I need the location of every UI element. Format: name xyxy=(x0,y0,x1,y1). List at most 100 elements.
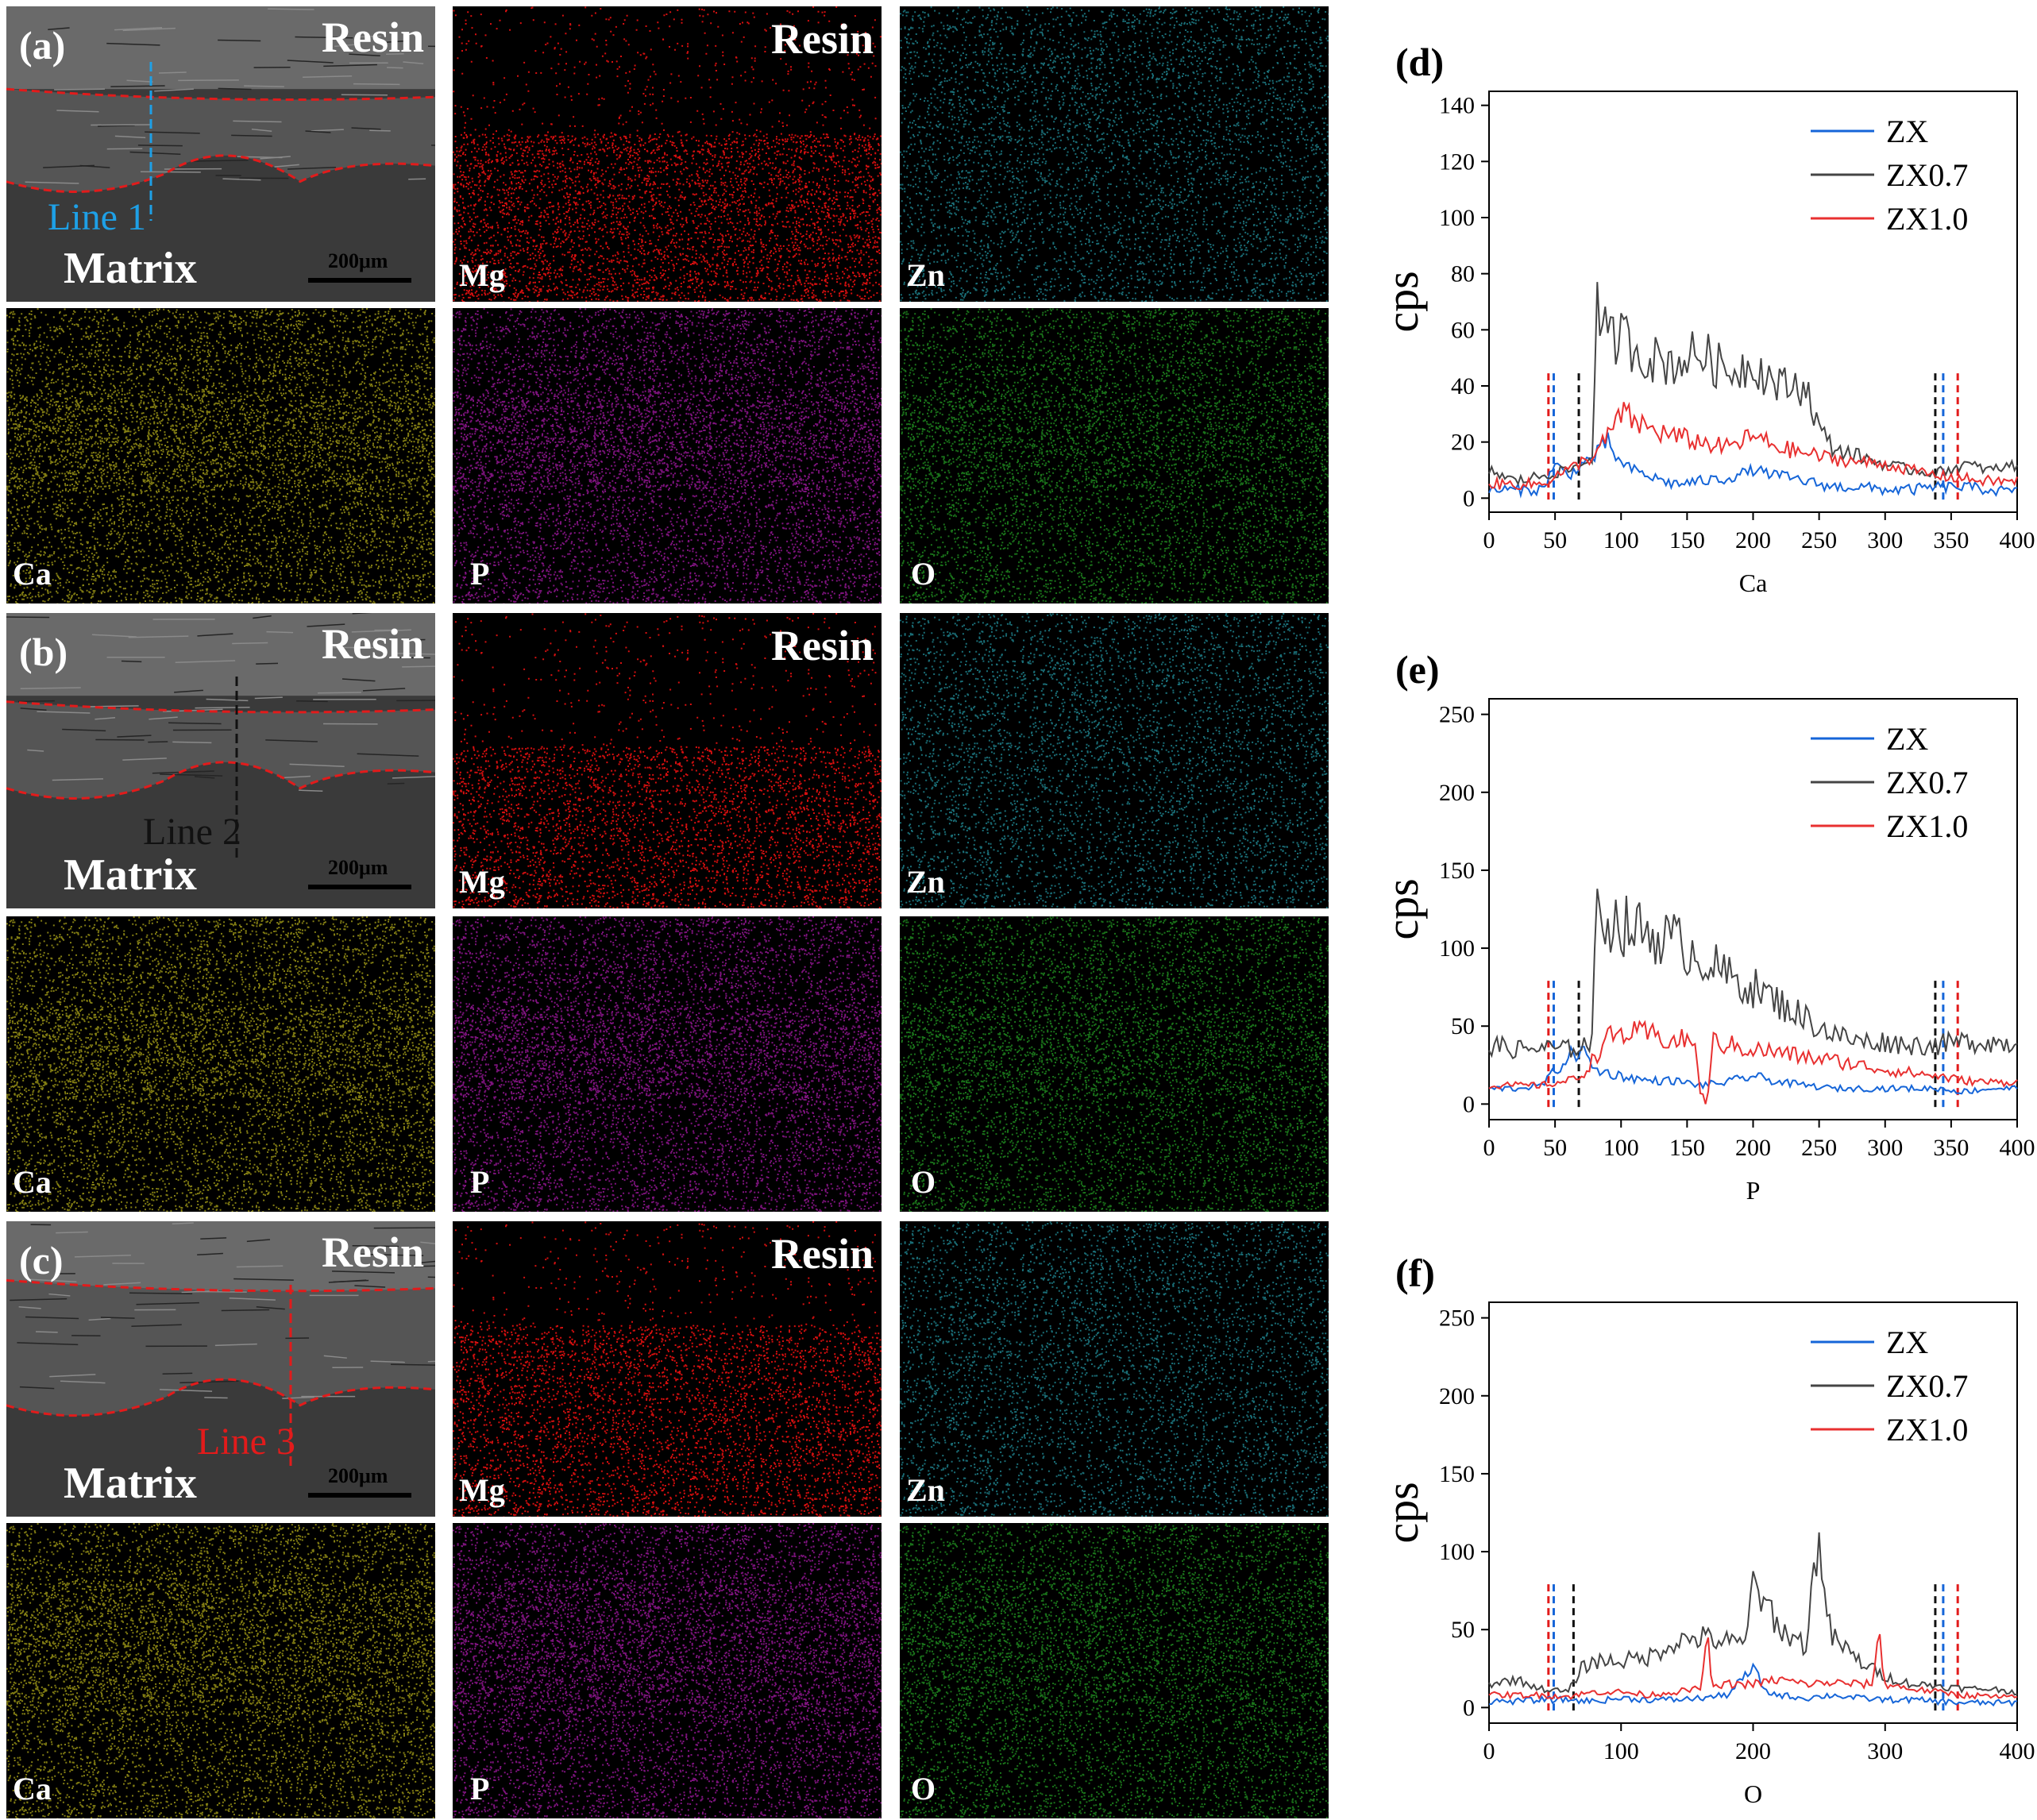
x-tick-label: 300 xyxy=(1867,1135,1903,1161)
noise-layer xyxy=(900,916,1329,1212)
x-tick-label: 150 xyxy=(1669,1135,1705,1161)
series-line-zx xyxy=(1489,433,2017,495)
x-tick-label: 400 xyxy=(2000,1738,2035,1764)
noise-layer xyxy=(453,1523,882,1818)
noise-layer xyxy=(6,916,435,1212)
panel-letter: (b) xyxy=(19,629,68,675)
y-tick-label: 100 xyxy=(1439,205,1475,231)
resin-label: Resin xyxy=(771,14,874,64)
resin-label: Resin xyxy=(771,1229,874,1278)
y-tick-label: 80 xyxy=(1451,261,1475,287)
x-tick-label: 100 xyxy=(1603,527,1639,553)
element-label: P xyxy=(470,555,489,592)
scale-label: 200μm xyxy=(328,1464,388,1488)
sem-tile: (a) Resin Matrix 200μm Line 1 xyxy=(6,6,435,302)
legend-label: ZX1.0 xyxy=(1886,1412,1968,1448)
element-label: Zn xyxy=(906,1471,945,1509)
legend-label: ZX xyxy=(1886,721,1928,757)
x-axis-label: Ca xyxy=(1739,569,1768,597)
x-tick-label: 200 xyxy=(1735,527,1771,553)
x-tick-label: 200 xyxy=(1735,1135,1771,1161)
matrix-label: Matrix xyxy=(64,850,197,900)
scale-label: 200μm xyxy=(328,856,388,880)
element-label: Ca xyxy=(13,1163,52,1201)
element-label: O xyxy=(911,1770,936,1807)
o-tile: O xyxy=(900,916,1329,1212)
x-tick-label: 50 xyxy=(1543,527,1567,553)
y-tick-label: 50 xyxy=(1451,1013,1475,1039)
zn-tile: Zn xyxy=(900,613,1329,908)
element-label: P xyxy=(470,1163,489,1201)
x-tick-label: 300 xyxy=(1867,1738,1903,1764)
x-tick-label: 400 xyxy=(2000,527,2035,553)
scale-bar xyxy=(308,278,411,283)
y-axis-label: cps xyxy=(1386,271,1428,332)
y-axis-label: cps xyxy=(1386,1482,1428,1543)
element-label: Mg xyxy=(459,256,505,294)
y-tick-label: 50 xyxy=(1451,1617,1475,1643)
o-tile: O xyxy=(900,1523,1329,1818)
x-tick-label: 350 xyxy=(1933,527,1969,553)
matrix-label: Matrix xyxy=(64,1458,197,1509)
mg-tile: Mg Resin xyxy=(453,6,882,302)
y-tick-label: 0 xyxy=(1463,1091,1475,1117)
line-label: Line 2 xyxy=(143,810,241,854)
o-tile: O xyxy=(900,308,1329,603)
chart-e: (e)0 50 100 150 200 250 300 350 4000501001502002… xyxy=(1386,651,2037,1207)
element-label: Zn xyxy=(906,863,945,900)
y-tick-label: 250 xyxy=(1439,1305,1475,1332)
y-tick-label: 0 xyxy=(1463,1695,1475,1721)
x-axis-label: P xyxy=(1746,1176,1761,1205)
y-tick-label: 120 xyxy=(1439,148,1475,175)
noise-layer xyxy=(900,308,1329,603)
element-label: P xyxy=(470,1770,489,1807)
resin-label: Resin xyxy=(322,1228,424,1277)
plot-frame xyxy=(1489,1302,2017,1723)
element-label: Mg xyxy=(459,1471,505,1509)
x-tick-label: 200 xyxy=(1735,1738,1771,1764)
sem-tile: (c) Resin Matrix 200μm Line 3 xyxy=(6,1221,435,1517)
ca-tile: Ca xyxy=(6,916,435,1212)
legend-label: ZX0.7 xyxy=(1886,157,1968,193)
y-tick-label: 0 xyxy=(1463,485,1475,511)
x-tick-label: 250 xyxy=(1801,1135,1837,1161)
legend-label: ZX1.0 xyxy=(1886,201,1968,237)
element-label: Ca xyxy=(13,555,52,592)
panel-letter: (a) xyxy=(19,22,65,68)
legend-label: ZX0.7 xyxy=(1886,1368,1968,1404)
y-tick-label: 250 xyxy=(1439,702,1475,728)
y-tick-label: 200 xyxy=(1439,1383,1475,1409)
zn-tile: Zn xyxy=(900,1221,1329,1517)
x-tick-label: 150 xyxy=(1669,527,1705,553)
element-label: Zn xyxy=(906,256,945,294)
chart-d: (d)0 50 100 150 200 250 300 350 4000204060801001… xyxy=(1386,44,2037,600)
scale-bar xyxy=(308,1493,411,1498)
noise-layer xyxy=(900,6,1329,302)
x-tick-label: 0 xyxy=(1483,527,1495,553)
noise-layer xyxy=(900,1523,1329,1818)
scale-bar xyxy=(308,885,411,889)
resin-label: Resin xyxy=(771,621,874,670)
y-tick-label: 150 xyxy=(1439,858,1475,884)
y-tick-label: 100 xyxy=(1439,935,1475,962)
mg-tile: Mg Resin xyxy=(453,613,882,908)
resin-label: Resin xyxy=(322,619,424,669)
x-tick-label: 400 xyxy=(2000,1135,2035,1161)
series-line-zx0-7 xyxy=(1489,889,2017,1058)
legend-label: ZX0.7 xyxy=(1886,765,1968,800)
x-tick-label: 0 xyxy=(1483,1738,1495,1764)
legend-label: ZX xyxy=(1886,1325,1928,1360)
x-tick-label: 350 xyxy=(1933,1135,1969,1161)
noise-layer xyxy=(6,308,435,603)
series-line-zx0-7 xyxy=(1489,1533,2017,1695)
chart-f: (f)0 100 200 300 400050100150200250OcpsZXZX0… xyxy=(1386,1255,2037,1820)
panel-letter: (c) xyxy=(19,1237,64,1283)
noise-layer xyxy=(900,613,1329,908)
p-tile: P xyxy=(453,916,882,1212)
p-tile: P xyxy=(453,308,882,603)
legend-label: ZX xyxy=(1886,114,1928,149)
noise-layer xyxy=(900,1221,1329,1517)
element-label: O xyxy=(911,555,936,592)
panel-letter: (e) xyxy=(1395,651,1440,692)
scale-label: 200μm xyxy=(328,249,388,273)
